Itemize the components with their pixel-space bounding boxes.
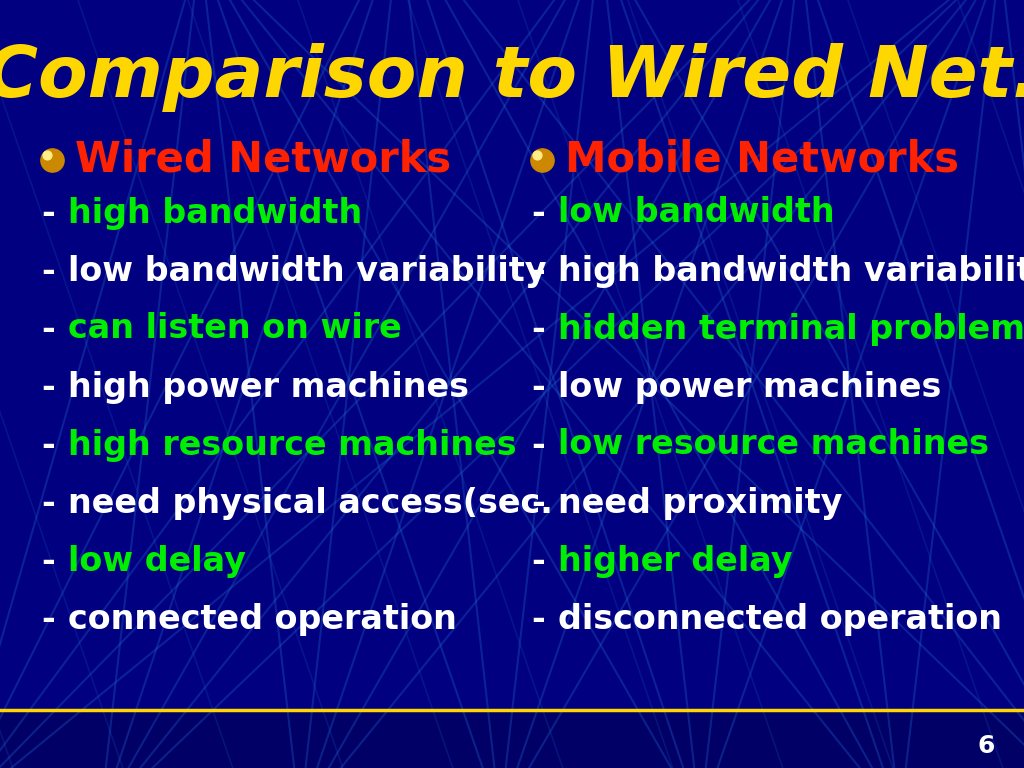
Text: low bandwidth: low bandwidth [558,197,835,230]
Text: -: - [531,545,545,578]
Text: low delay: low delay [68,545,246,578]
Text: -: - [531,254,545,287]
Text: -: - [531,603,545,635]
Text: -: - [41,486,55,519]
Text: -: - [41,429,55,462]
Bar [0,710,1024,768]
Text: -: - [41,197,55,230]
Text: Comparison to Wired Net.: Comparison to Wired Net. [0,44,1024,112]
Point [39,149,55,161]
Text: need physical access(sec.: need physical access(sec. [68,486,553,519]
Text: low resource machines: low resource machines [558,429,989,462]
Text: -: - [41,603,55,635]
Text: -: - [41,313,55,346]
Text: -: - [531,197,545,230]
Text: hidden terminal problem: hidden terminal problem [558,313,1024,346]
Text: high resource machines: high resource machines [68,429,517,462]
Point [44,154,60,166]
Text: -: - [531,370,545,403]
Text: higher delay: higher delay [558,545,793,578]
Text: -: - [41,545,55,578]
Text: -: - [531,313,545,346]
Text: can listen on wire: can listen on wire [68,313,401,346]
Text: -: - [531,486,545,519]
Text: -: - [531,429,545,462]
Text: need proximity: need proximity [558,486,843,519]
Text: high bandwidth variability: high bandwidth variability [558,254,1024,287]
Text: connected operation: connected operation [68,603,457,635]
Text: high bandwidth: high bandwidth [68,197,362,230]
Point [528,149,545,161]
Text: 6: 6 [978,734,995,758]
Text: high power machines: high power machines [68,370,469,403]
Text: -: - [41,254,55,287]
Text: low power machines: low power machines [558,370,941,403]
Text: disconnected operation: disconnected operation [558,603,1002,635]
Text: -: - [41,370,55,403]
Text: Wired Networks: Wired Networks [75,139,452,181]
Text: low bandwidth variability: low bandwidth variability [68,254,547,287]
Point [534,154,550,166]
Text: Mobile Networks: Mobile Networks [565,139,959,181]
